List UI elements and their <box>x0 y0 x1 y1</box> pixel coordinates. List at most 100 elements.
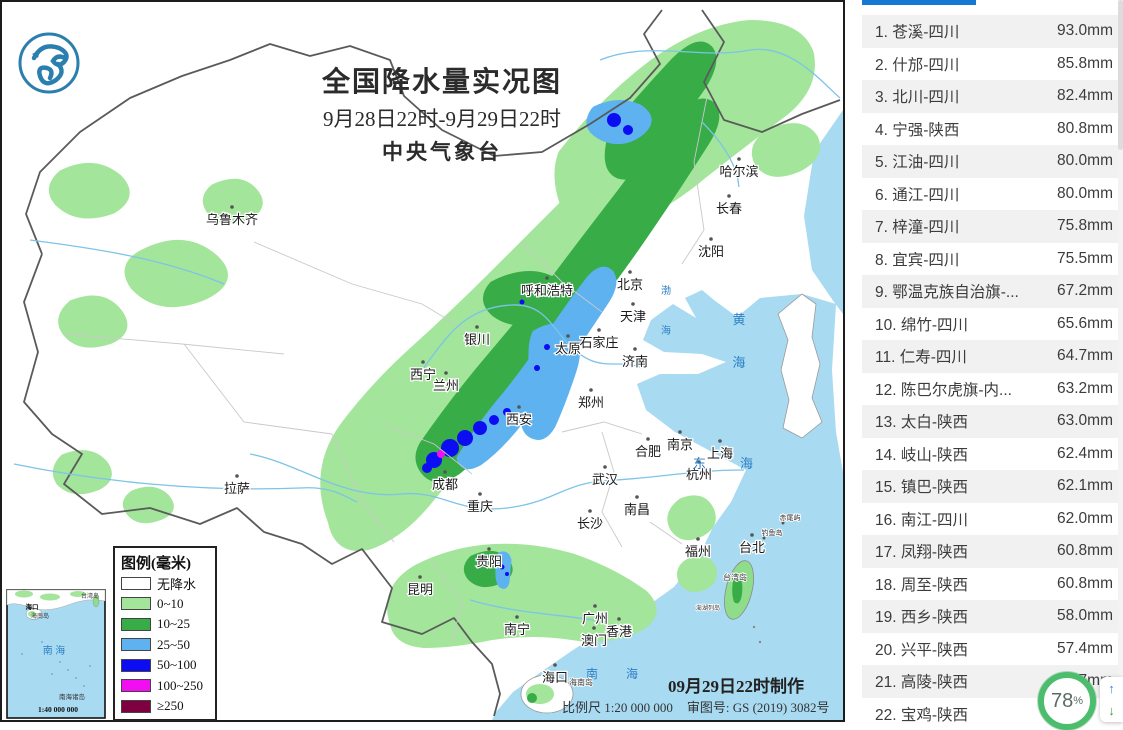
city-label: 太原 <box>555 341 581 356</box>
station-name: 5. 江油-四川 <box>875 150 1057 172</box>
active-tab-indicator[interactable] <box>862 0 976 5</box>
ranking-row[interactable]: 9. 鄂温克族自治旗-...67.2mm <box>862 275 1123 308</box>
city-dot <box>588 509 592 513</box>
precip-value: 57.4mm <box>1057 640 1113 658</box>
city-label: 沈阳 <box>698 244 724 259</box>
station-name: 1. 苍溪-四川 <box>875 20 1057 42</box>
precip-value: 75.8mm <box>1057 217 1113 235</box>
island-label: 澎湖列岛 <box>696 604 720 612</box>
city-dot <box>737 157 741 161</box>
precip-value: 62.4mm <box>1057 445 1113 463</box>
city-dot <box>635 495 639 499</box>
city-label: 昆明 <box>407 582 433 597</box>
precip-value: 80.0mm <box>1057 185 1113 203</box>
island-label: 钓鱼岛 <box>762 528 783 537</box>
city-dot <box>589 388 593 392</box>
precip-value: 64.7mm <box>1057 347 1113 365</box>
precip-value: 62.0mm <box>1057 510 1113 528</box>
precip-value: 82.4mm <box>1057 87 1113 105</box>
legend-swatch <box>121 597 151 610</box>
zoom-percent-badge[interactable]: 78% <box>1038 672 1096 730</box>
legend-swatch <box>121 577 151 590</box>
city-label: 长沙 <box>577 516 603 531</box>
city-label: 广州 <box>582 611 608 626</box>
city-label: 香港 <box>606 624 632 639</box>
legend-item: 10~25 <box>121 614 215 635</box>
zoom-down-arrow-icon[interactable]: ↓ <box>1108 703 1115 718</box>
inset-label: 1:40 000 000 <box>38 705 78 714</box>
precip-value: 67.2mm <box>1057 282 1113 300</box>
station-name: 17. 凤翔-陕西 <box>875 540 1057 562</box>
station-name: 3. 北川-四川 <box>875 85 1057 107</box>
city-dot <box>421 360 425 364</box>
made-time-label: 09月29日22时制作 <box>668 672 848 697</box>
city-dot <box>443 470 447 474</box>
island-label: 海南岛 <box>569 677 593 687</box>
station-name: 2. 什邡-四川 <box>875 53 1057 75</box>
city-label: 兰州 <box>433 378 459 393</box>
city-dot <box>235 474 239 478</box>
station-name: 12. 陈巴尔虎旗-内... <box>875 378 1057 400</box>
station-name: 19. 西乡-陕西 <box>875 605 1057 627</box>
legend-swatch <box>121 659 151 672</box>
city-label: 郑州 <box>578 395 604 410</box>
city-label: 呼和浩特 <box>521 283 573 298</box>
legend-item: 无降水 <box>121 573 215 594</box>
city-dot <box>718 439 722 443</box>
ranking-row[interactable]: 12. 陈巴尔虎旗-内...63.2mm <box>862 373 1123 406</box>
legend-label: 0~10 <box>157 596 184 612</box>
station-name: 11. 仁寿-四川 <box>875 345 1057 367</box>
sea-label: 海 <box>661 324 671 337</box>
map-title: 全国降水量实况图 <box>232 60 652 100</box>
city-dot <box>633 347 637 351</box>
city-dot <box>444 371 448 375</box>
sea-label: 渤 <box>661 284 671 297</box>
scrollbar-track[interactable] <box>1118 0 1123 722</box>
city-label: 哈尔滨 <box>719 164 758 179</box>
scrollbar-thumb[interactable] <box>1118 0 1123 150</box>
city-label: 南京 <box>667 437 693 452</box>
precip-value: 75.5mm <box>1057 250 1113 268</box>
city-dot <box>646 437 650 441</box>
city-label: 重庆 <box>467 499 493 514</box>
station-name: 9. 鄂温克族自治旗-... <box>875 280 1057 302</box>
city-dot <box>475 325 479 329</box>
city-dot <box>709 237 713 241</box>
legend-item: ≥250 <box>121 696 215 717</box>
inset-label: 海口 <box>26 602 39 611</box>
legend-swatch <box>121 638 151 651</box>
city-label: 台北 <box>739 540 765 555</box>
zoom-up-arrow-icon[interactable]: ↑ <box>1108 681 1115 696</box>
city-label: 银川 <box>464 332 490 347</box>
station-name: 7. 梓潼-四川 <box>875 215 1057 237</box>
precip-value: 60.8mm <box>1057 575 1113 593</box>
city-dot <box>545 276 549 280</box>
city-label: 南昌 <box>624 502 650 517</box>
inset-label: 南 海 <box>43 644 66 657</box>
city-dot <box>592 626 596 630</box>
precip-value: 85.8mm <box>1057 55 1113 73</box>
legend-label: 100~250 <box>157 678 203 694</box>
station-name: 16. 南江-四川 <box>875 508 1057 530</box>
city-label: 天津 <box>620 309 646 324</box>
